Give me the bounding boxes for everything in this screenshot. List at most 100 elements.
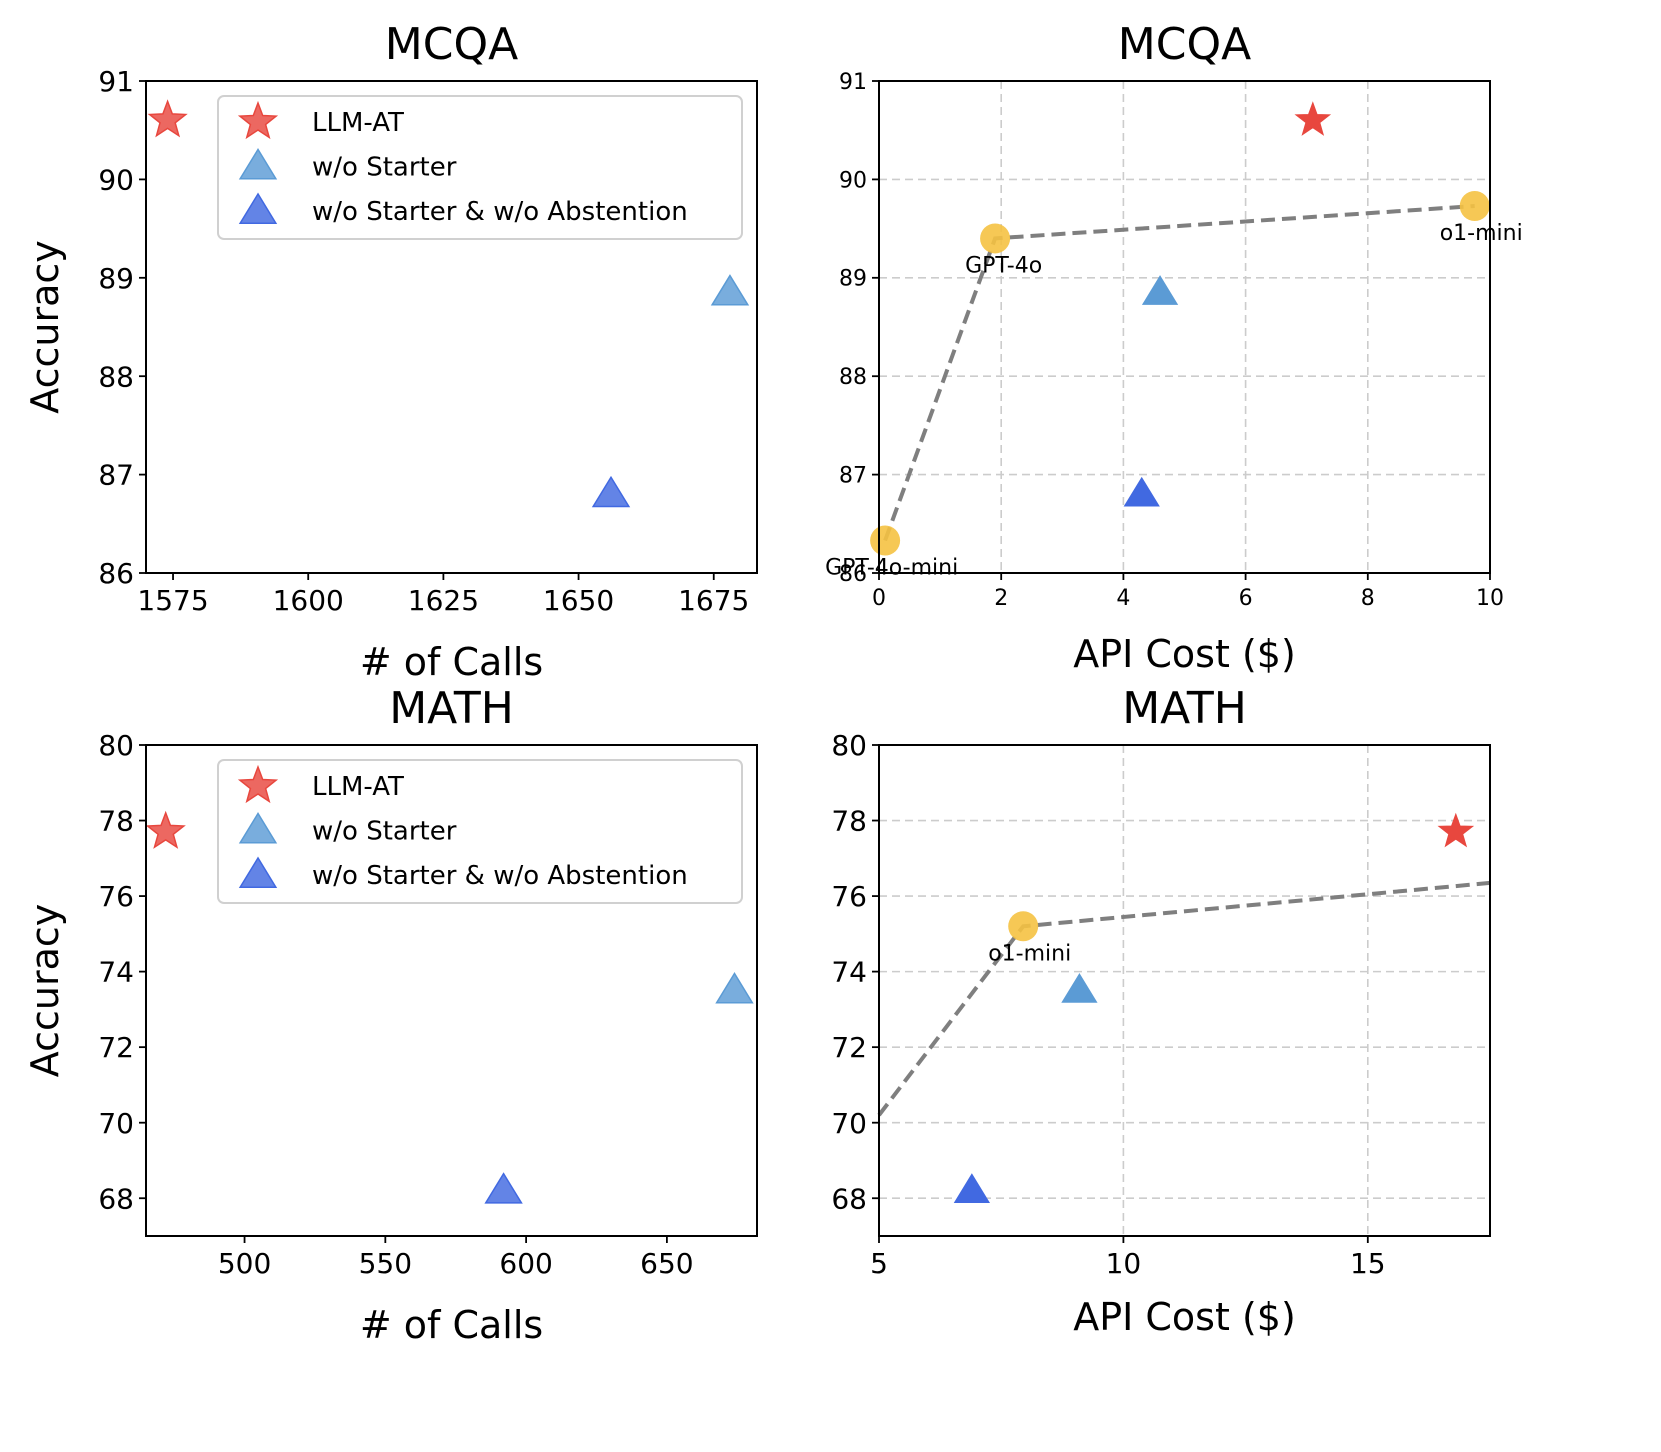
point-w-o-starter	[715, 972, 754, 1004]
y-tick-label: 90	[98, 163, 134, 196]
y-tick-label: 91	[98, 65, 134, 98]
point-w-o-starter-w-o-abstention	[953, 1173, 991, 1203]
axes-frame	[878, 80, 1491, 574]
x-tick-label: 5	[870, 1247, 888, 1280]
point-llm-at	[147, 99, 188, 138]
x-tick-label: 8	[1361, 586, 1375, 611]
y-tick-label: 72	[831, 1031, 867, 1064]
y-tick-label: 68	[831, 1182, 867, 1215]
panel-math_cost: 5 10 15 68 70 72 74 76 78 80 o1-mini MATH API Cost (…	[831, 683, 1491, 1339]
axes-frame	[145, 744, 758, 1237]
baseline-label: o1-mini	[988, 941, 1071, 966]
x-tick-label: 1575	[137, 584, 208, 617]
y-tick-label: 88	[98, 360, 134, 393]
y-axis-label: Accuracy	[23, 240, 67, 414]
x-tick-label: 500	[218, 1247, 271, 1280]
y-tick-label: 78	[831, 805, 867, 838]
y-tick-label: 78	[98, 805, 134, 838]
point-w-o-starter	[1141, 275, 1179, 305]
x-tick-label: 1650	[543, 584, 614, 617]
y-tick-label: 87	[839, 464, 867, 489]
y-tick-label: 90	[839, 168, 867, 193]
y-tick-label: 89	[98, 262, 134, 295]
frontier-line	[877, 880, 1491, 1117]
chart-title: MATH	[1122, 683, 1247, 734]
legend-box	[217, 759, 743, 904]
point-w-o-starter	[1061, 973, 1098, 1003]
point-w-o-starter	[710, 274, 750, 306]
x-tick-label: 0	[872, 586, 886, 611]
grid	[878, 80, 1491, 574]
legend-triangle-icon	[238, 856, 278, 888]
legend-box	[217, 95, 743, 240]
x-tick-label: 10	[1476, 586, 1504, 611]
x-axis-label: # of Calls	[360, 1303, 543, 1347]
chart-title: MCQA	[385, 19, 518, 70]
y-tick-label: 89	[839, 267, 867, 292]
x-tick-label: 1675	[678, 584, 749, 617]
y-tick-label: 80	[98, 729, 134, 762]
y-axis-label: Accuracy	[23, 904, 67, 1078]
y-tick-label: 76	[98, 880, 134, 913]
y-tick-label: 86	[839, 562, 867, 587]
axes-frame	[878, 744, 1491, 1237]
x-tick-label: 2	[994, 586, 1008, 611]
x-tick-label: 10	[1106, 1247, 1142, 1280]
legend-star-icon	[237, 100, 279, 140]
y-tick-label: 74	[98, 956, 134, 989]
baseline-label: GPT-4o-mini	[825, 556, 958, 581]
point-llm-at	[1294, 101, 1332, 136]
chart-title: MCQA	[1118, 19, 1251, 70]
legend-star-icon	[237, 764, 279, 804]
panel-mcqa_calls: 1575 1600 1625 1650 1675 86 87 88 89 90 91 MCQA # of…	[23, 19, 758, 684]
baseline-point	[870, 525, 901, 556]
baseline-point	[980, 223, 1011, 254]
y-tick-label: 76	[831, 880, 867, 913]
legend-label: w/o Starter & w/o Abstention	[312, 197, 688, 227]
point-llm-at	[1437, 812, 1475, 848]
y-tick-label: 70	[831, 1107, 867, 1140]
legend-label: w/o Starter & w/o Abstention	[312, 861, 688, 891]
panel-math_calls: 500 550 600 650 68 70 72 74 76 78 80 MATH # of Calls…	[23, 683, 758, 1347]
point-w-o-starter-w-o-abstention	[1123, 476, 1160, 507]
x-tick-label: 15	[1350, 1247, 1386, 1280]
x-tick-label: 1625	[408, 584, 479, 617]
y-tick-label: 72	[98, 1031, 134, 1064]
legend-triangle-icon	[238, 812, 278, 844]
y-tick-label: 70	[98, 1107, 134, 1140]
baseline-point	[1008, 911, 1039, 942]
baseline-label: GPT-4o	[965, 253, 1042, 278]
legend-triangle-icon	[238, 148, 278, 180]
baseline-point	[1459, 190, 1490, 221]
legend-label: LLM-AT	[312, 772, 404, 802]
y-tick-label: 87	[98, 459, 134, 492]
y-tick-label: 88	[839, 365, 867, 390]
x-tick-label: 650	[640, 1247, 693, 1280]
x-tick-label: 4	[1116, 586, 1130, 611]
panel-mcqa_cost: 0 2 4 6 8 10 86 87 88 89 90 91 GPT-4o-mini GPT-4o o1-m…	[825, 19, 1523, 676]
y-tick-label: 86	[98, 557, 134, 590]
axes-frame	[145, 80, 758, 574]
legend-label: LLM-AT	[312, 108, 404, 138]
legend: LLM-AT w/o Starter w/o Starter & w/o Abste…	[217, 95, 743, 240]
point-llm-at	[145, 810, 186, 849]
y-tick-label: 74	[831, 956, 867, 989]
x-axis-label: # of Calls	[360, 640, 543, 684]
chart-title: MATH	[389, 683, 514, 734]
x-axis-label: API Cost ($)	[1073, 632, 1296, 676]
legend: LLM-AT w/o Starter w/o Starter & w/o Abste…	[217, 759, 743, 904]
x-tick-label: 1600	[273, 584, 344, 617]
legend-label: w/o Starter	[312, 817, 457, 847]
y-tick-label: 80	[831, 729, 867, 762]
baseline-label: o1-mini	[1440, 221, 1523, 246]
point-w-o-starter-w-o-abstention	[591, 475, 631, 508]
x-axis-label: API Cost ($)	[1073, 1295, 1296, 1339]
point-w-o-starter-w-o-abstention	[484, 1172, 523, 1204]
x-tick-label: 550	[359, 1247, 412, 1280]
y-tick-label: 91	[839, 70, 867, 95]
y-tick-label: 68	[98, 1182, 134, 1215]
legend-triangle-icon	[238, 192, 278, 224]
grid	[878, 744, 1490, 1236]
x-tick-label: 600	[499, 1247, 552, 1280]
